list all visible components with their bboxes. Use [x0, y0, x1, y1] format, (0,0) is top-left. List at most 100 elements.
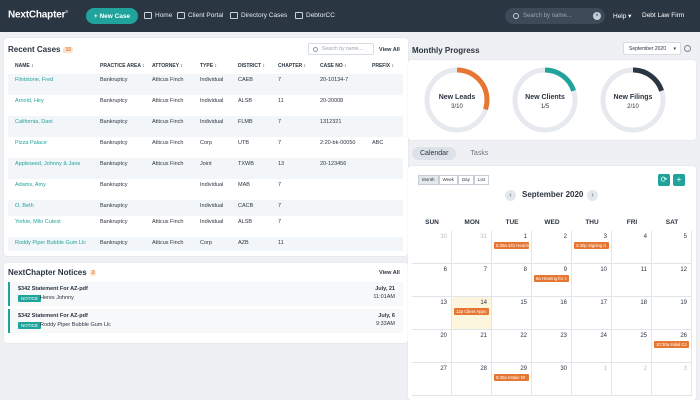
- prev-month-button[interactable]: ‹: [505, 190, 516, 201]
- calendar-day[interactable]: 29: [492, 363, 532, 396]
- calendar-event[interactable]: 8:30a Intake W: [494, 374, 529, 381]
- calendar-day[interactable]: 15: [492, 297, 532, 330]
- calendar-day[interactable]: 30: [412, 231, 452, 264]
- nextchapter-logo[interactable]: NextChapter®: [8, 9, 69, 21]
- calendar-day[interactable]: 8: [492, 264, 532, 297]
- calendar-day[interactable]: 1: [492, 231, 532, 264]
- calendar-day[interactable]: 11: [612, 264, 652, 297]
- calendar-day[interactable]: 20: [412, 330, 452, 363]
- case-search-input[interactable]: Search by name...: [308, 43, 374, 55]
- table-row[interactable]: California, Dani Bankruptcy Atticus Finch I…: [8, 116, 403, 137]
- firm-menu[interactable]: Debt Law Firm: [642, 12, 685, 19]
- cases-view-all-link[interactable]: View All: [379, 47, 400, 53]
- table-row[interactable]: Appleseed, Johnny & Jane Bankruptcy Atticu…: [8, 158, 403, 179]
- calendar-event[interactable]: 8a Hearing for J: [534, 275, 569, 282]
- calendar-day[interactable]: 13: [412, 297, 452, 330]
- calendar-day[interactable]: 21: [452, 330, 492, 363]
- calendar-event[interactable]: 5:30a 341 Hearin: [494, 242, 529, 249]
- refresh-button[interactable]: ⟳: [658, 174, 670, 186]
- table-cell: Bankruptcy: [100, 161, 128, 167]
- calendar-day[interactable]: 2: [532, 231, 572, 264]
- table-row[interactable]: Arnold, Hey Bankruptcy Atticus Finch Indivi…: [8, 95, 403, 116]
- view-list-button[interactable]: List: [473, 175, 489, 185]
- calendar-day[interactable]: 16: [532, 297, 572, 330]
- calendar-day[interactable]: 31: [452, 231, 492, 264]
- calendar-day[interactable]: 30: [532, 363, 572, 396]
- help-menu[interactable]: Help ▾: [613, 13, 632, 20]
- calendar-event[interactable]: 4:30p Signing A: [574, 242, 609, 249]
- calendar-day[interactable]: 12: [652, 264, 692, 297]
- calendar-panel: [408, 166, 696, 400]
- table-cell: MAB: [238, 182, 250, 188]
- calendar-day[interactable]: 27: [412, 363, 452, 396]
- clear-search-icon[interactable]: ×: [593, 12, 601, 20]
- column-header[interactable]: NAME ↕: [8, 58, 93, 74]
- case-name-link[interactable]: Yorkie, Milo Cutest: [15, 219, 61, 225]
- table-row[interactable]: Roddy Piper Bubble Gum Llc Bankruptcy Atti…: [8, 237, 403, 251]
- column-header[interactable]: ATTORNEY ↕: [145, 58, 193, 74]
- case-name-link[interactable]: Arnold, Hey: [15, 98, 44, 104]
- notice-item[interactable]: $342 Statement For AZ-pdf NOTICE Heres J…: [8, 282, 403, 306]
- nav-directory-cases[interactable]: Directory Cases: [230, 12, 287, 19]
- column-header[interactable]: PREFIX ↕: [365, 58, 403, 74]
- tab-tasks[interactable]: Tasks: [470, 150, 489, 157]
- notice-title: $342 Statement For AZ-pdf: [18, 313, 88, 319]
- case-name-link[interactable]: Roddy Piper Bubble Gum Llc: [15, 240, 86, 246]
- column-header[interactable]: TYPE ↕: [193, 58, 231, 74]
- calendar-day[interactable]: 22: [492, 330, 532, 363]
- calendar-day[interactable]: 17: [572, 297, 612, 330]
- case-name-link[interactable]: Flintstone, Fred: [15, 77, 54, 83]
- calendar-day[interactable]: 18: [612, 297, 652, 330]
- view-month-button[interactable]: Month: [418, 175, 439, 185]
- calendar-day[interactable]: 6: [412, 264, 452, 297]
- view-day-button[interactable]: Day: [457, 175, 474, 185]
- case-name-link[interactable]: Appleseed, Johnny & Jane: [15, 161, 81, 167]
- calendar-day[interactable]: 26: [652, 330, 692, 363]
- table-cell: Atticus Finch: [152, 161, 184, 167]
- calendar-event[interactable]: 12p Client Appo: [454, 308, 489, 315]
- column-header[interactable]: CASE NO ↕: [313, 58, 365, 74]
- case-name-link[interactable]: California, Dani: [15, 119, 53, 125]
- table-row[interactable]: Flintstone, Fred Bankruptcy Atticus Finch I…: [8, 74, 403, 95]
- table-row[interactable]: Yorkie, Milo Cutest Bankruptcy Atticus Fin…: [8, 216, 403, 237]
- add-event-button[interactable]: +: [673, 174, 685, 186]
- calendar-day[interactable]: 4: [612, 231, 652, 264]
- calendar-day[interactable]: 3: [652, 363, 692, 396]
- calendar-day[interactable]: 28: [452, 363, 492, 396]
- calendar-day[interactable]: 24: [572, 330, 612, 363]
- view-week-button[interactable]: Week: [438, 175, 458, 185]
- nav-home[interactable]: Home: [144, 12, 172, 19]
- table-cell: Bankruptcy: [100, 240, 128, 246]
- case-name-link[interactable]: Adams, Amy: [15, 182, 46, 188]
- notices-view-all-link[interactable]: View All: [379, 270, 400, 276]
- calendar-day[interactable]: 23: [532, 330, 572, 363]
- calendar-event[interactable]: 10:30a Initial Cc: [654, 341, 689, 348]
- calendar-day[interactable]: 1: [572, 363, 612, 396]
- next-month-button[interactable]: ›: [587, 190, 598, 201]
- calendar-day[interactable]: 2: [612, 363, 652, 396]
- table-row[interactable]: Pizza Palace Bankruptcy Atticus Finch Corp U…: [8, 137, 403, 158]
- table-row[interactable]: Adams, Amy Bankruptcy Individual MAB 7: [8, 179, 403, 200]
- calendar-day[interactable]: 5: [652, 231, 692, 264]
- case-name-link[interactable]: O, Beth: [15, 203, 34, 209]
- column-header[interactable]: CHAPTER ↕: [271, 58, 313, 74]
- table-row[interactable]: O, Beth Bankruptcy Individual CACB 7: [8, 200, 403, 216]
- calendar-day[interactable]: 25: [612, 330, 652, 363]
- column-header[interactable]: DISTRICT ↕: [231, 58, 271, 74]
- notice-item[interactable]: $342 Statement For AZ-pdf NOTICE Roddy P…: [8, 309, 403, 333]
- calendar-day[interactable]: 19: [652, 297, 692, 330]
- month-select[interactable]: September 2020 ▾: [623, 42, 681, 55]
- new-case-button[interactable]: + New Case: [86, 8, 138, 24]
- nav-client-portal[interactable]: Client Portal: [177, 12, 223, 19]
- gear-icon[interactable]: [684, 45, 691, 52]
- global-search-input[interactable]: Search by name... ×: [505, 8, 605, 24]
- case-name-link[interactable]: Pizza Palace: [15, 140, 47, 146]
- tab-calendar[interactable]: Calendar: [412, 147, 457, 160]
- nav-debtorcc[interactable]: DebtorCC: [295, 12, 335, 19]
- calendar-day[interactable]: 3: [572, 231, 612, 264]
- calendar-day[interactable]: 10: [572, 264, 612, 297]
- table-cell: 20-20008: [320, 98, 344, 104]
- column-header[interactable]: PRACTICE AREA ↕: [93, 58, 145, 74]
- calendar-day[interactable]: 7: [452, 264, 492, 297]
- calendar-day[interactable]: 9: [532, 264, 572, 297]
